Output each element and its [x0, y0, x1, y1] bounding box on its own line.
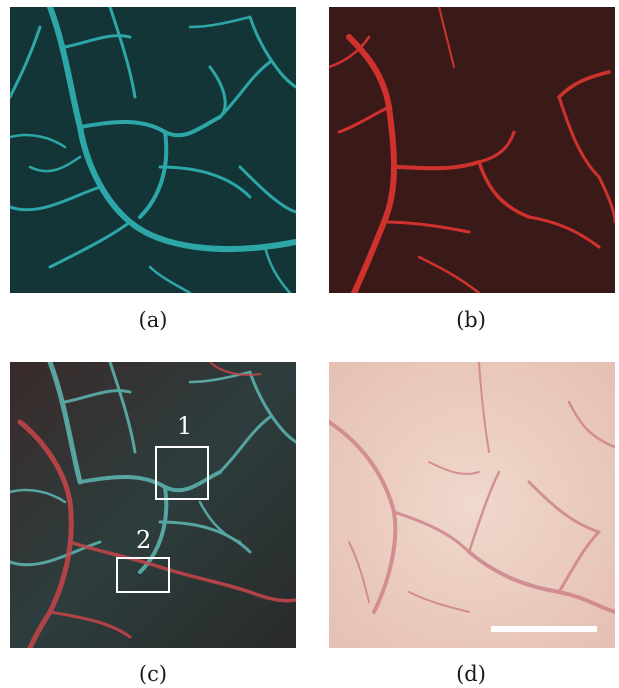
roi-label-2: 2 — [136, 526, 152, 554]
panel-d-image — [329, 362, 615, 648]
panel-c-image — [10, 362, 296, 648]
roi-box-2 — [116, 557, 170, 593]
panel-a-image — [10, 7, 296, 293]
roi-box-1 — [155, 446, 209, 500]
caption-b: (b) — [456, 308, 486, 332]
caption-c: (c) — [138, 662, 168, 686]
scale-bar — [491, 626, 597, 632]
panel-b-image — [329, 7, 615, 293]
caption-a: (a) — [138, 308, 168, 332]
caption-d: (d) — [456, 662, 486, 686]
roi-label-1: 1 — [177, 412, 193, 440]
